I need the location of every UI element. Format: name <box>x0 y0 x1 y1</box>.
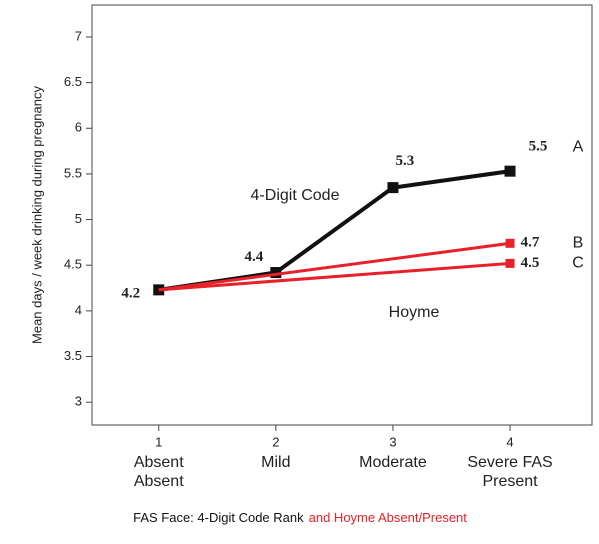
x-category-label: Absent <box>134 454 184 471</box>
marker <box>505 258 515 268</box>
data-label: 4.7 <box>521 235 540 251</box>
y-tick-label: 3.5 <box>64 348 82 363</box>
x-category-label: Severe FAS <box>467 454 552 471</box>
x-axis-label: FAS Face: 4-Digit Code Rank and Hoyme Abs… <box>133 510 467 525</box>
marker <box>270 267 282 279</box>
marker <box>504 165 516 177</box>
annotation: Hoyme <box>389 304 440 321</box>
plot-frame <box>91 4 593 426</box>
data-label: 5.5 <box>529 139 548 155</box>
x-tick-label: 1 <box>155 434 162 449</box>
y-tick-label: 7 <box>75 28 82 43</box>
y-tick-label: 6.5 <box>64 74 82 89</box>
annotation: 4-Digit Code <box>251 187 340 204</box>
hoyme-label: Present <box>482 473 538 490</box>
x-axis-label-part: and Hoyme Absent/Present <box>309 510 468 525</box>
series-letter: B <box>573 235 584 252</box>
line <box>158 261 511 292</box>
series-letter: C <box>572 255 584 272</box>
x-tick-label: 3 <box>389 434 396 449</box>
x-axis-label-part: FAS Face: 4-Digit Code Rank <box>133 510 304 525</box>
y-axis-label: Mean days / week drinking during pregnan… <box>29 86 44 344</box>
x-category-label: Moderate <box>359 454 427 471</box>
y-tick-label: 5 <box>75 211 82 226</box>
hoyme-label: Absent <box>134 473 184 490</box>
y-tick-label: 3 <box>75 394 82 409</box>
data-label: 5.3 <box>396 153 415 169</box>
y-tick-label: 5.5 <box>64 165 82 180</box>
x-tick-label: 2 <box>272 434 279 449</box>
data-label: 4.2 <box>121 285 140 301</box>
data-label: 4.4 <box>244 249 263 265</box>
marker <box>387 182 399 194</box>
line <box>158 241 511 292</box>
marker <box>505 238 515 248</box>
x-category-label: Mild <box>261 454 290 471</box>
y-tick-label: 4 <box>75 302 82 317</box>
y-tick-label: 4.5 <box>64 257 82 272</box>
y-tick-label: 6 <box>75 120 82 135</box>
data-label: 4.5 <box>521 255 540 271</box>
series-letter: A <box>573 138 584 155</box>
x-tick-label: 4 <box>506 434 513 449</box>
